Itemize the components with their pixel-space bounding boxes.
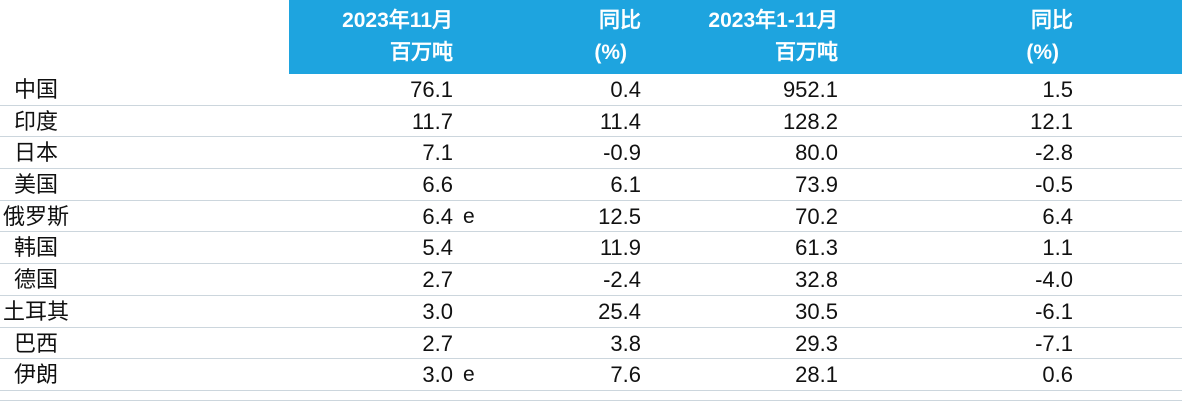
nov-yoy-cell: 11.4 bbox=[599, 108, 641, 134]
ytd-yoy-cell: 12.1 bbox=[1030, 108, 1073, 134]
estimate-flag bbox=[453, 232, 483, 263]
country-label: 美国 bbox=[13, 172, 58, 198]
nov-yoy-cell: 6.1 bbox=[610, 172, 641, 198]
country-label: 巴西 bbox=[13, 330, 58, 356]
estimate-flag bbox=[453, 264, 483, 295]
table-row: 伊朗 3.0 e 7.6 28.1 0.6 bbox=[0, 359, 1182, 391]
estimate-flag bbox=[453, 169, 483, 200]
col-header-nov-yoy-line2: (%) bbox=[594, 41, 627, 64]
col-header-ytd-line1: 2023年1-11月 bbox=[708, 9, 838, 32]
country-label: 俄罗斯 bbox=[2, 203, 69, 229]
country-label: 韩国 bbox=[13, 235, 58, 261]
ytd-yoy-cell: 0.6 bbox=[1042, 362, 1073, 388]
ytd-output-cell: 952.1 bbox=[782, 77, 838, 102]
col-header-ytd-line2: 百万吨 bbox=[775, 41, 838, 64]
ytd-yoy-cell: -4.0 bbox=[1035, 267, 1073, 293]
ytd-output-cell: 70.2 bbox=[795, 203, 838, 229]
table-row: 美国 6.6 6.1 73.9 -0.5 bbox=[0, 169, 1182, 201]
col-header-nov-line1: 2023年11月 bbox=[342, 9, 453, 32]
ytd-output-cell: 30.5 bbox=[795, 298, 838, 324]
ytd-yoy-cell: 6.4 bbox=[1042, 203, 1073, 229]
country-column-header-empty bbox=[0, 0, 289, 74]
nov-yoy-cell: -0.9 bbox=[603, 140, 641, 166]
header-band: 2023年11月 百万吨 同比 (%) 2023年1-11月 百万吨 同比 (%… bbox=[289, 0, 1182, 74]
nov-yoy-cell: 3.8 bbox=[610, 330, 641, 356]
ytd-output-cell: 73.9 bbox=[795, 172, 838, 198]
col-header-nov-line2: 百万吨 bbox=[390, 41, 453, 64]
ytd-output-cell: 32.8 bbox=[795, 267, 838, 293]
ytd-output-cell: 61.3 bbox=[795, 235, 838, 261]
table-row: 中国 76.1 0.4 952.1 1.5 bbox=[0, 74, 1182, 106]
country-label: 德国 bbox=[13, 267, 58, 293]
table-row: 韩国 5.4 11.9 61.3 1.1 bbox=[0, 232, 1182, 265]
nov-output-cell: 76.1 bbox=[410, 77, 453, 102]
ytd-yoy-cell: -7.1 bbox=[1035, 330, 1073, 356]
nov-yoy-cell: -2.4 bbox=[603, 267, 641, 293]
estimate-flag: e bbox=[463, 363, 475, 387]
country-label: 日本 bbox=[13, 140, 58, 166]
nov-yoy-cell: 7.6 bbox=[610, 362, 641, 388]
col-header-nov-yoy: 同比 (%) bbox=[483, 5, 641, 74]
ytd-yoy-cell: -2.8 bbox=[1035, 140, 1073, 166]
nov-output-cell: 11.7 bbox=[411, 108, 453, 134]
nov-output-cell: 7.1 bbox=[422, 140, 453, 166]
table-bottom-border bbox=[0, 391, 1182, 401]
ytd-yoy-cell: 1.5 bbox=[1042, 77, 1073, 102]
estimate-flag bbox=[453, 106, 483, 137]
estimate-flag: e bbox=[463, 204, 475, 228]
nov-output-cell: 3.0 bbox=[422, 298, 453, 324]
estimate-flag bbox=[453, 137, 483, 168]
header-filler bbox=[1073, 5, 1182, 74]
nov-yoy-cell: 12.5 bbox=[598, 203, 641, 229]
table-row: 印度 11.7 11.4 128.2 12.1 bbox=[0, 106, 1182, 138]
table-row: 日本 7.1 -0.9 80.0 -2.8 bbox=[0, 137, 1182, 170]
nov-output-cell: 3.0 bbox=[422, 362, 453, 388]
nov-output-cell: 6.4 bbox=[422, 203, 453, 229]
col-header-ytd-yoy: 同比 (%) bbox=[838, 5, 1073, 74]
ytd-output-cell: 80.0 bbox=[795, 140, 838, 166]
table-row: 巴西 2.7 3.8 29.3 -7.1 bbox=[0, 328, 1182, 360]
table-row: 德国 2.7 -2.4 32.8 -4.0 bbox=[0, 264, 1182, 296]
table-row: 俄罗斯 6.4 e 12.5 70.2 6.4 bbox=[0, 201, 1182, 233]
estimate-flag bbox=[453, 296, 483, 327]
country-label: 伊朗 bbox=[13, 362, 58, 388]
ytd-output-cell: 29.3 bbox=[795, 330, 838, 356]
nov-output-cell: 2.7 bbox=[422, 330, 453, 356]
estimate-flag bbox=[453, 328, 483, 359]
ytd-yoy-cell: -6.1 bbox=[1035, 298, 1073, 324]
table-header: 2023年11月 百万吨 同比 (%) 2023年1-11月 百万吨 同比 (%… bbox=[0, 0, 1182, 74]
ytd-yoy-cell: -0.5 bbox=[1035, 172, 1073, 198]
country-label: 中国 bbox=[13, 77, 58, 102]
nov-yoy-cell: 0.4 bbox=[610, 77, 641, 102]
country-label: 土耳其 bbox=[2, 298, 69, 324]
nov-yoy-cell: 11.9 bbox=[599, 235, 641, 261]
ytd-yoy-cell: 1.1 bbox=[1042, 235, 1073, 261]
col-header-ytd-yoy-line1: 同比 bbox=[1031, 9, 1073, 32]
table-row: 土耳其 3.0 25.4 30.5 -6.1 bbox=[0, 296, 1182, 328]
nov-output-cell: 5.4 bbox=[422, 235, 453, 261]
col-header-ytd-yoy-line2: (%) bbox=[1026, 41, 1059, 64]
country-label: 印度 bbox=[13, 108, 58, 134]
nov-output-cell: 2.7 bbox=[422, 267, 453, 293]
col-header-nov-yoy-line1: 同比 bbox=[599, 9, 641, 32]
nov-output-cell: 6.6 bbox=[422, 172, 453, 198]
ytd-output-cell: 128.2 bbox=[782, 108, 838, 134]
col-header-ytd: 2023年1-11月 百万吨 bbox=[641, 5, 838, 74]
nov-yoy-cell: 25.4 bbox=[598, 298, 641, 324]
col-header-nov: 2023年11月 百万吨 bbox=[289, 5, 483, 74]
estimate-flag bbox=[453, 74, 483, 105]
ytd-output-cell: 28.1 bbox=[795, 362, 838, 388]
